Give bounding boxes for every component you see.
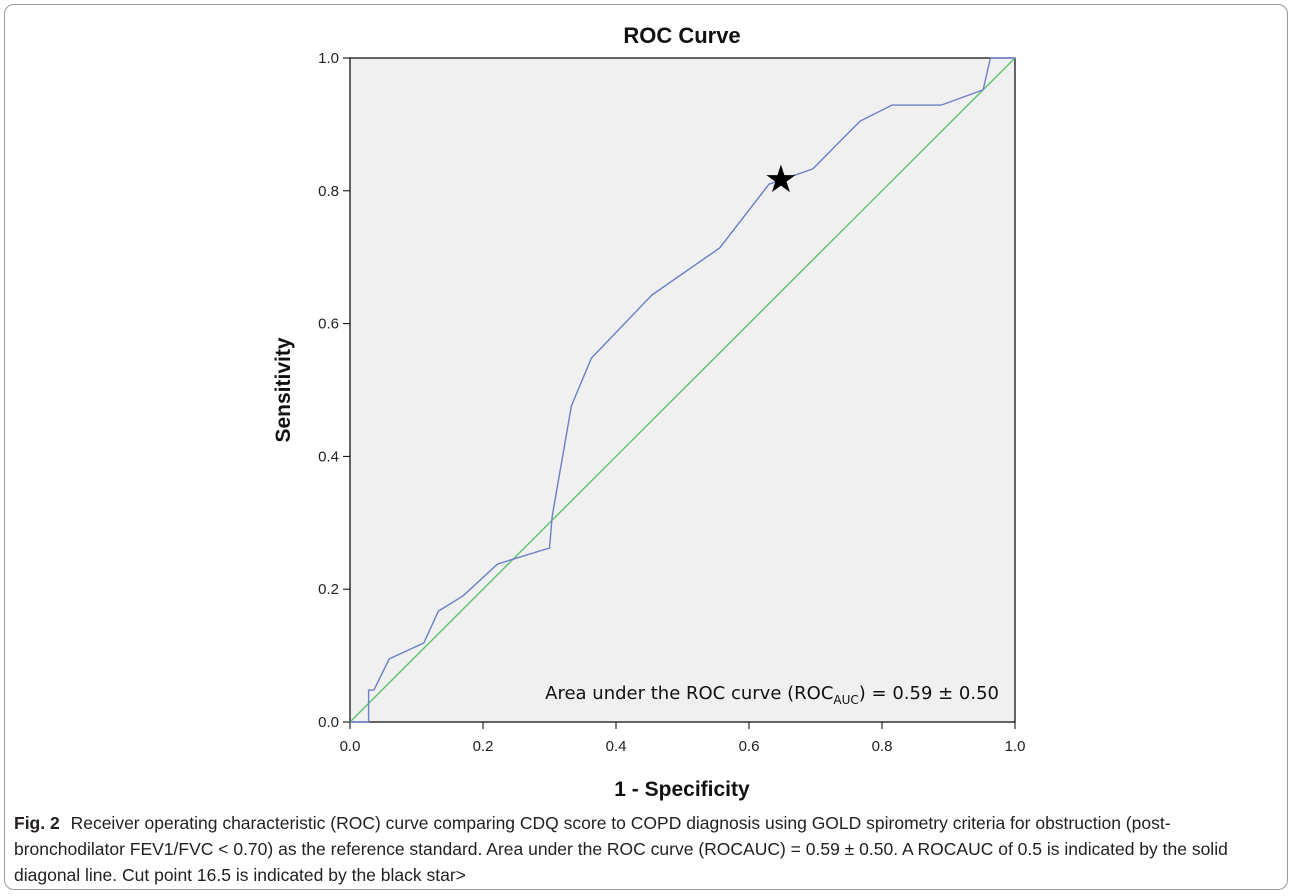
series-layer [349,57,1016,723]
chart-title: ROC Curve [623,23,740,48]
y-tick-label: 0.4 [318,448,339,465]
y-tick-label: 0.8 [318,183,339,200]
x-tick-label: 0.0 [340,738,361,755]
reference-diagonal-line [349,57,1016,723]
x-axis-title: 1 - Specificity [614,778,750,801]
auc-annotation-suffix: ) = 0.59 ± 0.50 [859,683,999,704]
x-tick-label: 0.8 [872,738,893,755]
caption-figure-label: Fig. 2 [14,813,60,833]
x-tick-label: 1.0 [1005,738,1026,755]
auc-annotation: Area under the ROC curve (ROCAUC) = 0.59… [545,683,999,707]
cut-point-star: ★ [764,157,798,201]
roc-curve-line [350,57,1015,723]
y-axis: 0.0 0.2 0.4 0.6 0.8 1.0 [318,50,350,731]
y-tick-label: 0.6 [318,316,339,333]
auc-annotation-prefix: Area under the ROC curve (ROC [545,683,833,704]
y-tick-label: 1.0 [318,50,339,67]
x-tick-label: 0.4 [606,738,627,755]
y-tick-label: 0.2 [318,581,339,598]
x-axis: 0.0 0.2 0.4 0.6 0.8 1.0 [340,722,1026,755]
x-tick-label: 0.6 [739,738,760,755]
y-axis-title: Sensitivity [272,337,295,442]
caption-text: Receiver operating characteristic (ROC) … [14,813,1228,885]
auc-annotation-subscript: AUC [833,693,858,707]
figure-caption: Fig. 2 Receiver operating characteristic… [14,810,1276,888]
x-tick-label: 0.2 [473,738,494,755]
y-tick-label: 0.0 [318,714,339,731]
